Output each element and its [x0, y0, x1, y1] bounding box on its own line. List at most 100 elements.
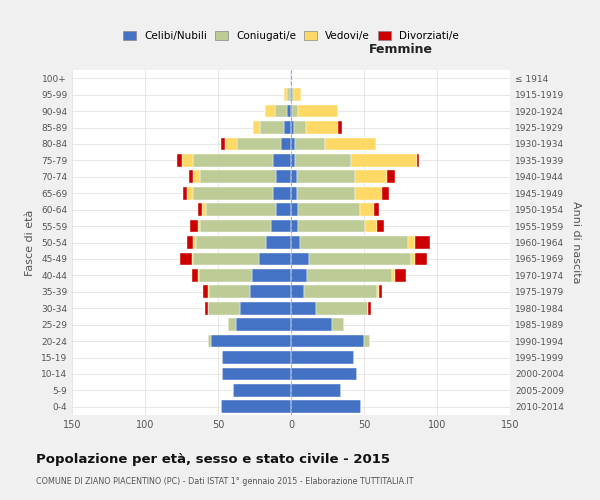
Bar [364, 334, 370, 347]
Bar [193, 236, 196, 249]
Bar [297, 170, 355, 183]
Bar [271, 220, 291, 232]
Text: Popolazione per età, sesso e stato civile - 2015: Popolazione per età, sesso e stato civil… [36, 452, 390, 466]
Bar [292, 88, 294, 101]
Bar [284, 88, 287, 101]
Bar [287, 104, 291, 118]
Bar [408, 236, 415, 249]
Bar [368, 302, 371, 314]
Bar [277, 203, 291, 216]
Bar [236, 318, 291, 331]
Bar [291, 170, 297, 183]
Bar [291, 384, 341, 397]
Y-axis label: Anni di nascita: Anni di nascita [571, 201, 581, 284]
Bar [300, 236, 408, 249]
Bar [189, 170, 193, 183]
Bar [211, 334, 291, 347]
Bar [183, 187, 187, 200]
Bar [316, 302, 368, 314]
Bar [291, 269, 307, 282]
Bar [208, 334, 211, 347]
Bar [274, 187, 291, 200]
Bar [197, 203, 202, 216]
Bar [277, 170, 291, 183]
Bar [291, 236, 300, 249]
Bar [177, 154, 182, 167]
Bar [338, 121, 342, 134]
Bar [291, 318, 332, 331]
Y-axis label: Fasce di età: Fasce di età [25, 210, 35, 276]
Bar [274, 154, 291, 167]
Bar [291, 220, 298, 232]
Bar [291, 187, 297, 200]
Bar [325, 138, 376, 150]
Bar [388, 170, 395, 183]
Bar [415, 236, 430, 249]
Bar [187, 236, 193, 249]
Bar [295, 138, 325, 150]
Bar [197, 269, 199, 282]
Bar [197, 220, 200, 232]
Bar [291, 334, 364, 347]
Bar [355, 187, 382, 200]
Bar [287, 88, 290, 101]
Bar [365, 220, 377, 232]
Bar [199, 269, 251, 282]
Bar [205, 302, 208, 314]
Bar [379, 286, 382, 298]
Bar [233, 384, 291, 397]
Bar [291, 154, 295, 167]
Bar [290, 72, 291, 85]
Bar [260, 121, 284, 134]
Bar [297, 187, 355, 200]
Bar [193, 170, 200, 183]
Bar [253, 121, 260, 134]
Bar [294, 121, 305, 134]
Bar [298, 220, 365, 232]
Bar [395, 269, 406, 282]
Bar [351, 154, 416, 167]
Bar [305, 121, 338, 134]
Bar [221, 138, 226, 150]
Bar [298, 203, 359, 216]
Bar [304, 286, 377, 298]
Bar [295, 154, 351, 167]
Bar [193, 154, 274, 167]
Bar [250, 286, 291, 298]
Bar [374, 203, 379, 216]
Bar [237, 138, 281, 150]
Bar [259, 252, 291, 266]
Bar [291, 203, 298, 216]
Bar [291, 104, 292, 118]
Legend: Celibi/Nubili, Coniugati/e, Vedovi/e, Divorziati/e: Celibi/Nubili, Coniugati/e, Vedovi/e, Di… [119, 27, 463, 45]
Bar [251, 269, 291, 282]
Bar [355, 170, 388, 183]
Bar [291, 121, 294, 134]
Bar [291, 302, 316, 314]
Bar [291, 88, 292, 101]
Bar [290, 88, 291, 101]
Bar [291, 351, 354, 364]
Bar [190, 220, 197, 232]
Bar [298, 104, 338, 118]
Bar [291, 252, 308, 266]
Bar [223, 368, 291, 380]
Bar [266, 236, 291, 249]
Bar [307, 269, 392, 282]
Bar [416, 154, 419, 167]
Bar [193, 252, 259, 266]
Bar [192, 252, 193, 266]
Bar [415, 252, 427, 266]
Bar [377, 286, 379, 298]
Bar [193, 187, 274, 200]
Bar [411, 252, 415, 266]
Bar [377, 220, 385, 232]
Bar [208, 302, 240, 314]
Bar [332, 318, 344, 331]
Bar [281, 138, 291, 150]
Bar [291, 400, 361, 413]
Bar [196, 236, 266, 249]
Bar [182, 154, 193, 167]
Bar [291, 368, 356, 380]
Bar [265, 104, 275, 118]
